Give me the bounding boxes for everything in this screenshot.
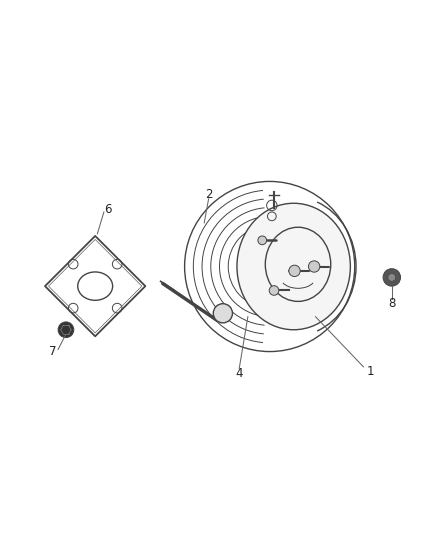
Text: 2: 2	[205, 188, 212, 201]
Circle shape	[213, 304, 232, 323]
Circle shape	[268, 286, 278, 295]
Circle shape	[308, 261, 319, 272]
Circle shape	[257, 236, 266, 245]
Text: 6: 6	[104, 203, 112, 216]
Text: 4: 4	[235, 367, 242, 380]
Ellipse shape	[237, 203, 350, 330]
Circle shape	[58, 322, 74, 337]
Text: 1: 1	[365, 365, 373, 378]
Circle shape	[288, 265, 300, 277]
Circle shape	[387, 273, 395, 281]
Circle shape	[382, 269, 399, 286]
Text: 7: 7	[49, 345, 57, 358]
Text: 8: 8	[387, 297, 395, 310]
